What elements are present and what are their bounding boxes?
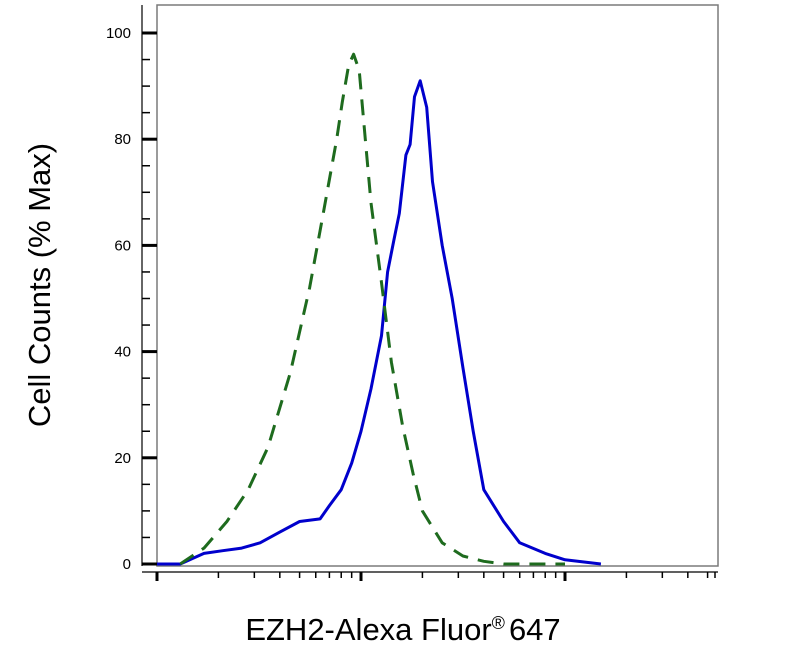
plot-frame <box>156 4 719 567</box>
y-tick-label: 20 <box>114 450 131 467</box>
y-axis-title: Cell Counts (% Max) <box>22 143 57 427</box>
y-tick-label: 60 <box>114 237 131 254</box>
series-layer <box>157 52 602 566</box>
control-histogram-dashed <box>179 52 565 566</box>
x-axis <box>142 571 718 581</box>
y-axis: 0 20 40 60 80 100 <box>106 5 157 573</box>
ezh2-histogram-solid <box>157 79 602 566</box>
y-tick-label: 80 <box>114 131 131 148</box>
y-tick-label: 40 <box>114 344 131 361</box>
x-axis-title-suffix: 647 <box>509 612 561 647</box>
y-tick-label: 0 <box>123 556 131 573</box>
x-axis-title: EZH2-Alexa Fluor® 647 <box>245 612 560 647</box>
registered-mark: ® <box>492 613 505 633</box>
x-axis-title-main: EZH2-Alexa Fluor <box>245 612 491 647</box>
y-tick-label: 100 <box>106 25 131 42</box>
